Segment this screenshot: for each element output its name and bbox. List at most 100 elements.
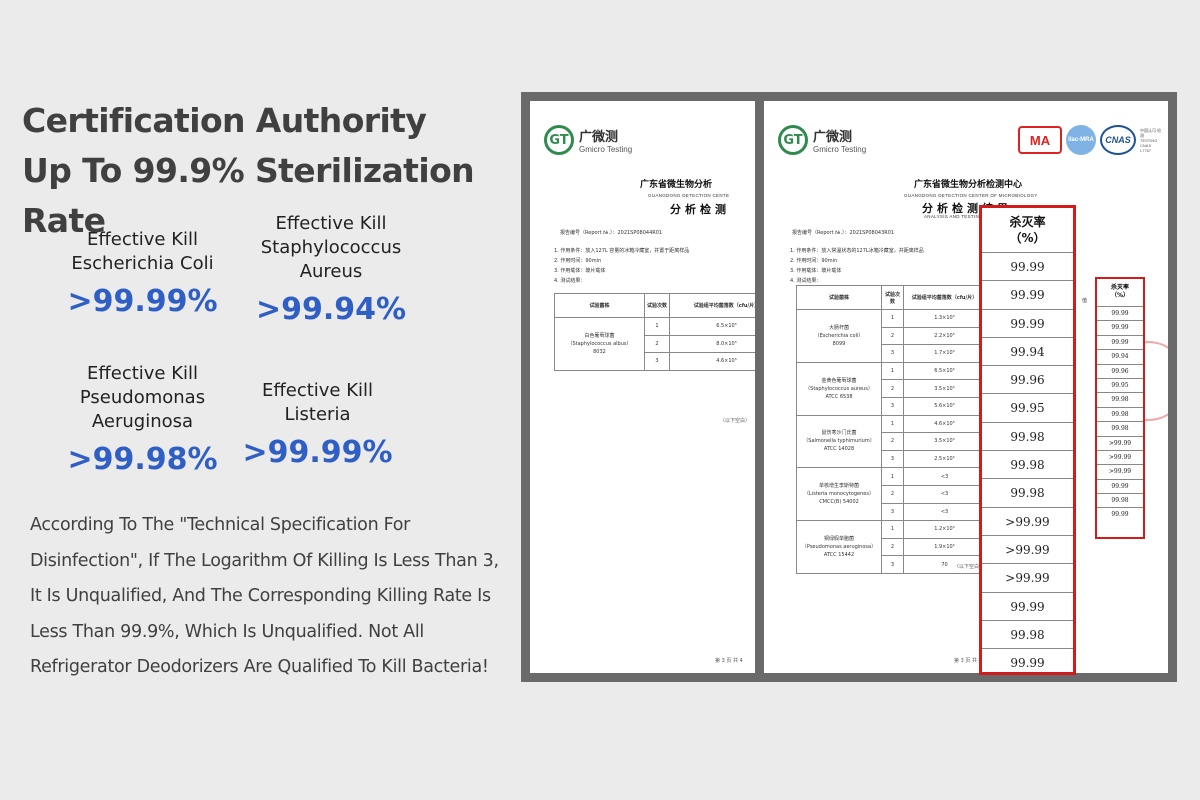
kill-rate-cell: >99.99: [982, 508, 1073, 536]
kill-rate-cell: 99.99: [982, 310, 1073, 338]
kill-rate-cell: 99.94: [982, 338, 1073, 367]
test-report-front: GT 广微测 Gmicro Testing MA ilac-MRA CNAS 中…: [755, 92, 1177, 682]
stat-label: Effective Kill Staphylococcus Aureus: [260, 213, 402, 282]
page-number: 第 3 页 共 4: [715, 658, 743, 664]
report-section-subtitle: ANALYSIS AND TESTING RESULTS: [924, 214, 1007, 219]
logo-name-cn: 广微测: [813, 130, 853, 145]
headline: Certification Authority Up To 99.9% Ster…: [22, 96, 542, 246]
kill-rate-cell: 99.98: [982, 479, 1073, 508]
kill-rate-cell: 99.98: [1097, 408, 1143, 423]
report-section-title: 分析检测: [670, 203, 730, 216]
kill-rate-cell: >99.99: [1097, 437, 1143, 451]
table-row: 铜绿假单胞菌 （Pseudomonas aeruginosa） ATCC 15442…: [796, 520, 986, 574]
stat-e-coli: Effective Kill Escherichia Coli >99.99%: [60, 228, 225, 322]
table-row: 2 1.9×10⁵: [797, 537, 986, 557]
partial-column-header: 值: [1082, 298, 1088, 304]
headline-line-1: Certification Authority: [22, 101, 427, 140]
kill-rate-cell: >99.99: [982, 536, 1073, 565]
kill-rate-cell: 99.99: [1097, 321, 1143, 336]
stat-label: Effective Kill Listeria: [261, 380, 374, 425]
stat-value: >99.99%: [67, 284, 218, 319]
stat-label: Effective Kill Escherichia Coli: [71, 229, 214, 274]
logo-name-en: Gmicro Testing: [813, 145, 867, 154]
page-number: 第 3 页 共 4: [954, 658, 982, 664]
report-condition-line: 3. 作用载体：玻片载体: [554, 268, 606, 274]
stat-value: >99.99%: [242, 435, 393, 470]
cma-badge-icon: MA: [1018, 126, 1062, 154]
report-number: 报告编号（Report №.）：2021SP08043R01: [792, 230, 895, 236]
accreditation-badges: MA ilac-MRA CNAS 中国认可 检测 TESTING CNAS L7…: [1018, 125, 1162, 155]
headline-line-2: Up To 99.9% Sterilization Rate: [22, 151, 475, 240]
kill-rate-cell: 99.96: [982, 366, 1073, 395]
kill-rate-column-header: 杀灭率 （%）: [982, 208, 1073, 253]
cnas-badge-text: 中国认可 检测 TESTING CNAS L7767: [1140, 127, 1162, 153]
report-condition-line: 4. 测试结果：: [790, 278, 822, 284]
kill-rate-cell: 99.99: [982, 593, 1073, 621]
logo-name-en: Gmicro Testing: [579, 145, 633, 154]
gmicro-logo: GT 广微测 Gmicro Testing: [778, 125, 866, 155]
kill-rate-cell: >99.99: [1097, 465, 1143, 480]
kill-rate-cell: 99.96: [1097, 365, 1143, 379]
report-condition-line: 3. 作用载体：玻片载体: [790, 268, 842, 274]
stat-label: Effective Kill Pseudomonas Aeruginosa: [79, 363, 206, 432]
table-row: 3 70: [797, 555, 986, 574]
kill-rate-cell: 99.99: [1097, 307, 1143, 322]
table-row: 鼠伤寒沙门氏菌 （Salmonella typhimurium） ATCC 1402…: [796, 414, 986, 469]
kill-rate-cell: 99.99: [1010, 656, 1045, 671]
kill-rate-cell: >99.99: [1097, 451, 1143, 466]
table-row: 2 3.5×10⁵: [797, 379, 986, 398]
kill-rate-column-header: 杀灭率 （%）: [1097, 279, 1143, 307]
report-condition-line: 1. 作用条件：放入127L 容量的冰箱冷藏室，并置于距离样品: [554, 248, 690, 254]
report-table: 试验菌株 试验次数 试验组平均菌落数（cfu/片） 白色葡萄球菌 （Staphyl…: [554, 293, 772, 371]
table-row: 2 2.2×10⁵: [797, 326, 986, 346]
table-row: 3 4.6×10⁵: [555, 352, 772, 371]
kill-rate-cell: 99.94: [1097, 350, 1143, 365]
logo-name-cn: 广微测: [579, 130, 619, 145]
report-condition-line: 2. 作用时间：90min: [790, 258, 838, 264]
kill-rate-cell: 99.98: [982, 423, 1073, 452]
stat-value: >99.94%: [255, 292, 407, 327]
kill-rate-cell: >99.99: [982, 564, 1073, 593]
report-center-title: 广东省微生物分析: [640, 180, 713, 190]
gmicro-logo-icon: GT: [544, 125, 574, 155]
stat-pseudomonas-aeruginosa: Effective Kill Pseudomonas Aeruginosa >99.…: [60, 362, 225, 480]
kill-rate-cell: 99.99: [982, 253, 1073, 282]
report-number: 报告编号（Report №.）：2021SP08044R01: [560, 230, 663, 236]
ilac-badge-icon: ilac-MRA: [1066, 125, 1096, 155]
kill-rate-column-original: 杀灭率 （%） 99.99 99.99 99.99 99.94 99.96 99.…: [1095, 277, 1145, 539]
description: According To The "Technical Specificatio…: [30, 515, 499, 677]
report-center-title: 广东省微生物分析检测中心: [914, 180, 1023, 190]
blank-note: （以下空白）: [720, 418, 751, 424]
test-report-back: GT 广微测 Gmicro Testing 广东省微生物分析 GUANGDONG…: [521, 92, 781, 682]
kill-rate-cell: 99.98: [982, 621, 1073, 650]
kill-rate-cell: 99.99: [1097, 480, 1143, 495]
table-row: 白色葡萄球菌 （Staphylococcus albus） 8032 1 6.5×10…: [554, 317, 772, 371]
kill-rate-cell: 99.99: [1111, 511, 1129, 519]
kill-rate-cell: 99.98: [982, 451, 1073, 480]
table-row: 金黄色葡萄球菌 （Staphylococcus aureus） ATCC 6538 1…: [796, 361, 986, 416]
report-table: 试验菌株 试验次数 试验组平均菌落数（cfu/片） 大肠杆菌 （Escherich…: [796, 285, 986, 574]
report-condition-line: 4. 测试结果：: [554, 278, 586, 284]
kill-rate-cell: 99.98: [1097, 393, 1143, 408]
report-condition-line: 2. 作用时间：90min: [554, 258, 602, 264]
gmicro-logo: GT 广微测 Gmicro Testing: [544, 125, 632, 155]
gmicro-logo-icon: GT: [778, 125, 808, 155]
kill-rate-cell: 99.99: [982, 281, 1073, 310]
report-condition-line: 1. 作用条件：放入常温状态的127L冰箱冷藏室，并距离样品: [790, 248, 924, 254]
table-row: 大肠杆菌 （Escherichia coli） 8099 1 1.3×10⁵: [796, 309, 986, 363]
report-center-subtitle: GUANGDONG DETECTION CENTER OF MICROBIOLO…: [904, 193, 1038, 198]
kill-rate-cell: 99.98: [1097, 494, 1143, 509]
kill-rate-cell: 99.98: [1097, 422, 1143, 437]
kill-rate-cell: 99.99: [1097, 336, 1143, 351]
stat-listeria: Effective Kill Listeria >99.99%: [235, 379, 400, 473]
blank-note: （以下空白）: [954, 564, 985, 570]
kill-rate-cell: 99.95: [1097, 379, 1143, 394]
stat-staphylococcus-aureus: Effective Kill Staphylococcus Aureus >99.9…: [245, 212, 417, 330]
kill-rate-cell: 99.95: [982, 394, 1073, 423]
cnas-badge-icon: CNAS: [1100, 125, 1136, 155]
kill-rate-column-zoom: 杀灭率 （%） 99.99 99.99 99.99 99.94 99.96 99.…: [979, 205, 1076, 675]
stat-value: >99.98%: [67, 442, 218, 477]
report-page: GT 广微测 Gmicro Testing 广东省微生物分析 GUANGDONG…: [530, 101, 772, 673]
report-center-subtitle: GUANGDONG DETECTION CENTE: [648, 193, 730, 198]
table-row: 单核增生李斯特菌 （Listeria monocytogenes） CMCC(B) …: [796, 467, 986, 522]
